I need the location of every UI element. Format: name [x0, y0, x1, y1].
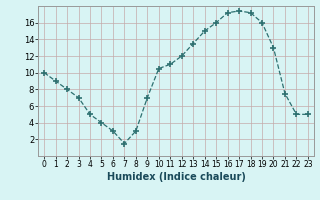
X-axis label: Humidex (Indice chaleur): Humidex (Indice chaleur) [107, 172, 245, 182]
